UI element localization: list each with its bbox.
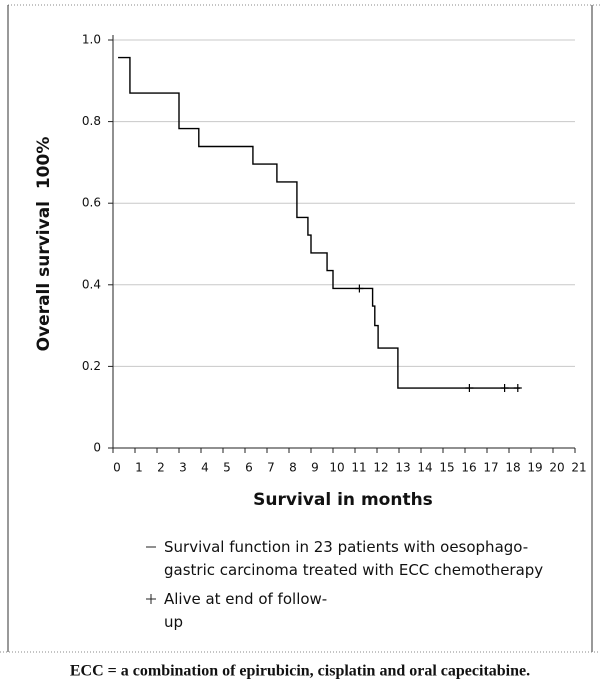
censor-mark — [500, 384, 509, 393]
y-tick-label: 0.2 — [82, 359, 101, 373]
x-tick-label: 11 — [351, 461, 366, 475]
legend-label: Alive at end of follow-up — [164, 590, 327, 631]
y-tick-label: 0.4 — [82, 277, 101, 291]
x-tick-label: 1 — [135, 461, 143, 475]
legend-label-line: up — [164, 613, 183, 631]
legend-label-line: Alive at end of follow- — [164, 590, 327, 608]
x-tick-label: 15 — [439, 461, 454, 475]
censor-mark — [465, 384, 474, 393]
y-tick-label: 0.6 — [82, 196, 101, 210]
x-tick-label: 12 — [373, 461, 388, 475]
survival-curve — [118, 56, 520, 389]
x-tick-label: 14 — [417, 461, 432, 475]
x-axis-title: Survival in months — [253, 490, 433, 510]
x-tick-label: 16 — [461, 461, 476, 475]
x-tick-label: 21 — [571, 461, 586, 475]
y-axis-title: Overall survival 100% — [34, 137, 54, 352]
x-tick-label: 6 — [245, 461, 253, 475]
x-tick-label: 2 — [157, 461, 165, 475]
y-tick-label: 0 — [93, 441, 101, 455]
x-tick-label: 17 — [483, 461, 498, 475]
x-tick-label: 10 — [329, 461, 344, 475]
legend-label-line: Survival function in 23 patients with oe… — [164, 538, 528, 556]
x-tick-label: 18 — [505, 461, 520, 475]
censor-mark — [355, 284, 364, 293]
x-tick-label: 20 — [549, 461, 564, 475]
x-tick-label: 19 — [527, 461, 542, 475]
legend-plus-symbol — [146, 594, 156, 604]
x-tick-label: 13 — [395, 461, 410, 475]
legend-label: Survival function in 23 patients with oe… — [164, 538, 543, 579]
caption: ECC = a combination of epirubicin, cispl… — [70, 663, 530, 680]
y-tick-label: 0.8 — [82, 114, 101, 128]
x-tick-label: 5 — [223, 461, 231, 475]
y-tick-label: 1.0 — [82, 33, 101, 47]
x-tick-label: 8 — [289, 461, 297, 475]
x-tick-label: 0 — [113, 461, 121, 475]
x-tick-label: 9 — [311, 461, 319, 475]
x-tick-label: 3 — [179, 461, 187, 475]
x-tick-label: 4 — [201, 461, 209, 475]
legend-label-line: gastric carcinoma treated with ECC chemo… — [164, 561, 543, 579]
censor-mark — [513, 384, 522, 393]
x-tick-label: 7 — [267, 461, 275, 475]
